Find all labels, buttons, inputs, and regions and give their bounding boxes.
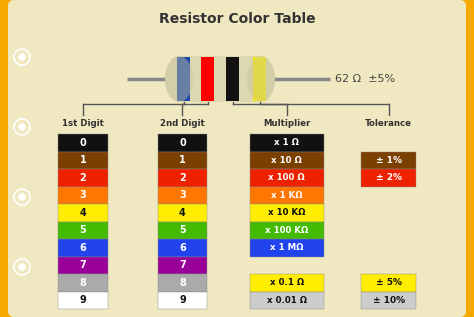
Text: x 1 KΩ: x 1 KΩ	[271, 191, 302, 200]
Circle shape	[19, 124, 25, 130]
Circle shape	[19, 264, 25, 270]
Text: x 1 MΩ: x 1 MΩ	[270, 243, 303, 252]
Bar	[250, 239, 323, 256]
Bar	[157, 204, 207, 222]
Text: 3: 3	[80, 190, 86, 200]
Ellipse shape	[247, 56, 275, 102]
Bar	[58, 256, 108, 274]
Bar	[157, 186, 207, 204]
Bar	[58, 186, 108, 204]
Bar	[58, 204, 108, 222]
Text: 7: 7	[80, 260, 86, 270]
Bar	[179, 56, 261, 102]
Text: 7: 7	[179, 260, 186, 270]
Text: 1st Digit: 1st Digit	[62, 119, 104, 128]
Bar	[157, 134, 207, 152]
Text: x 100 Ω: x 100 Ω	[268, 173, 305, 182]
Text: 9: 9	[179, 295, 186, 305]
Text: 62 Ω  ±5%: 62 Ω ±5%	[335, 74, 395, 84]
Bar	[254, 57, 266, 101]
Bar	[250, 134, 323, 152]
Text: 2: 2	[80, 173, 86, 183]
Bar	[361, 152, 416, 169]
Text: 5: 5	[80, 225, 86, 235]
Bar	[58, 292, 108, 309]
Text: 8: 8	[80, 278, 86, 288]
Text: 6: 6	[80, 243, 86, 253]
Bar	[58, 222, 108, 239]
Text: 0: 0	[80, 138, 86, 148]
Text: 4: 4	[80, 208, 86, 218]
Text: Resistor Color Table: Resistor Color Table	[159, 12, 315, 26]
Bar	[250, 274, 323, 292]
Text: ± 10%: ± 10%	[373, 296, 405, 305]
Text: 1: 1	[80, 155, 86, 165]
Bar	[157, 256, 207, 274]
Text: x 0.1 Ω: x 0.1 Ω	[270, 278, 304, 287]
Text: 5: 5	[179, 225, 186, 235]
Bar	[250, 222, 323, 239]
Text: Multiplier: Multiplier	[263, 119, 310, 128]
Bar	[58, 239, 108, 256]
Bar	[157, 222, 207, 239]
Text: Tolerance: Tolerance	[365, 119, 412, 128]
Circle shape	[19, 194, 25, 200]
Text: ± 1%: ± 1%	[376, 156, 401, 165]
Ellipse shape	[165, 56, 193, 102]
Bar	[58, 134, 108, 152]
Text: 4: 4	[179, 208, 186, 218]
Bar	[250, 292, 323, 309]
Bar	[201, 57, 215, 101]
Bar	[250, 152, 323, 169]
Bar	[361, 274, 416, 292]
Bar	[58, 152, 108, 169]
Bar	[58, 274, 108, 292]
Text: 3: 3	[179, 190, 186, 200]
Text: 6: 6	[179, 243, 186, 253]
Text: 2: 2	[179, 173, 186, 183]
Bar	[227, 57, 239, 101]
Bar	[157, 169, 207, 186]
Text: 9: 9	[80, 295, 86, 305]
Text: x 10 Ω: x 10 Ω	[271, 156, 302, 165]
Text: x 10 KΩ: x 10 KΩ	[268, 208, 306, 217]
Bar	[361, 169, 416, 186]
Bar	[177, 57, 191, 101]
Bar	[157, 152, 207, 169]
Text: 8: 8	[179, 278, 186, 288]
Bar	[250, 186, 323, 204]
Text: x 100 KΩ: x 100 KΩ	[265, 226, 309, 235]
Text: 2nd Digit: 2nd Digit	[160, 119, 205, 128]
Bar	[157, 239, 207, 256]
Text: 0: 0	[179, 138, 186, 148]
FancyBboxPatch shape	[8, 0, 466, 317]
Circle shape	[19, 54, 25, 60]
Bar	[58, 169, 108, 186]
Text: 1: 1	[179, 155, 186, 165]
Text: ± 5%: ± 5%	[376, 278, 401, 287]
Text: x 1 Ω: x 1 Ω	[274, 138, 299, 147]
Text: x 0.01 Ω: x 0.01 Ω	[267, 296, 307, 305]
Bar	[250, 204, 323, 222]
Bar	[157, 274, 207, 292]
Bar	[250, 169, 323, 186]
Ellipse shape	[165, 56, 193, 102]
Bar	[157, 292, 207, 309]
Text: ± 2%: ± 2%	[376, 173, 401, 182]
Bar	[361, 292, 416, 309]
Ellipse shape	[247, 56, 275, 102]
